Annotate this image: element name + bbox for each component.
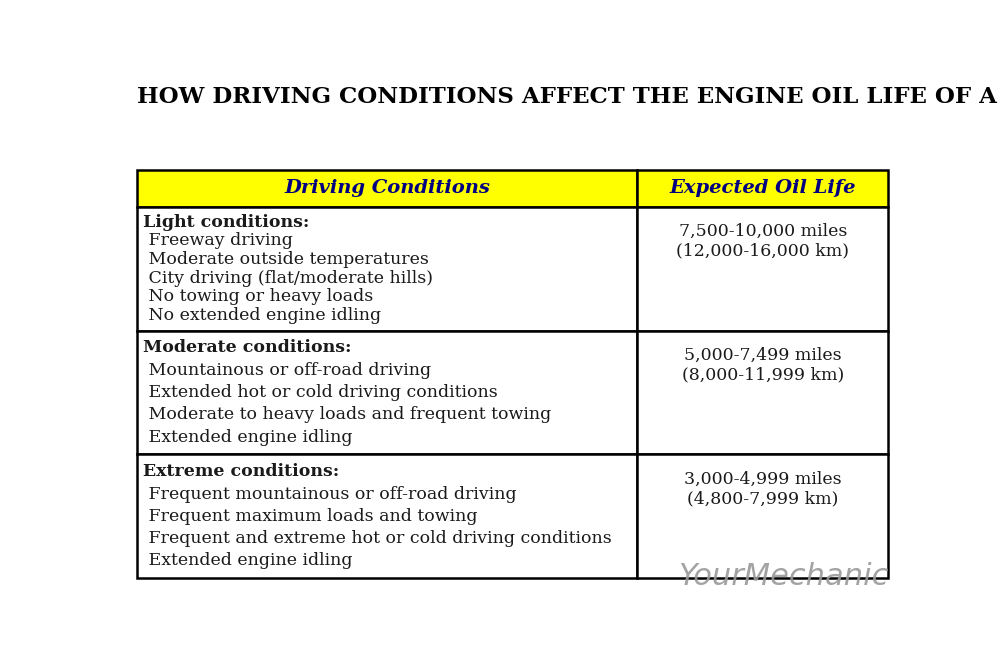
Text: Freeway driving: Freeway driving	[143, 232, 293, 249]
Bar	[137, 331, 637, 454]
Text: 7,500-10,000 miles
(12,000-16,000 km): 7,500-10,000 miles (12,000-16,000 km)	[676, 223, 849, 260]
Text: Frequent mountainous or off-road driving: Frequent mountainous or off-road driving	[143, 486, 516, 502]
Text: YourMechanic: YourMechanic	[678, 562, 888, 591]
Bar	[637, 454, 888, 578]
Bar	[137, 207, 637, 331]
Text: Expected Oil Life: Expected Oil Life	[670, 179, 856, 197]
Text: Extended engine idling: Extended engine idling	[143, 552, 352, 570]
Text: 3,000-4,999 miles
(4,800-7,999 km): 3,000-4,999 miles (4,800-7,999 km)	[684, 471, 842, 508]
Text: Extreme conditions:: Extreme conditions:	[143, 464, 339, 480]
Bar	[137, 454, 637, 578]
Text: Moderate outside temperatures: Moderate outside temperatures	[143, 251, 429, 268]
Text: Moderate conditions:: Moderate conditions:	[143, 340, 351, 356]
Text: No towing or heavy loads: No towing or heavy loads	[143, 288, 373, 305]
Text: City driving (flat/moderate hills): City driving (flat/moderate hills)	[143, 269, 433, 287]
Text: Frequent maximum loads and towing: Frequent maximum loads and towing	[143, 508, 477, 525]
Text: HOW DRIVING CONDITIONS AFFECT THE ENGINE OIL LIFE OF A HUMMER: HOW DRIVING CONDITIONS AFFECT THE ENGINE…	[137, 86, 1000, 108]
Text: 5,000-7,499 miles
(8,000-11,999 km): 5,000-7,499 miles (8,000-11,999 km)	[682, 347, 844, 384]
Text: Light conditions:: Light conditions:	[143, 214, 309, 231]
Text: Extended engine idling: Extended engine idling	[143, 429, 352, 446]
Bar	[637, 207, 888, 331]
Bar	[137, 170, 637, 207]
Text: Frequent and extreme hot or cold driving conditions: Frequent and extreme hot or cold driving…	[143, 530, 612, 547]
Text: Mountainous or off-road driving: Mountainous or off-road driving	[143, 362, 431, 379]
Text: Moderate to heavy loads and frequent towing: Moderate to heavy loads and frequent tow…	[143, 406, 551, 424]
Text: No extended engine idling: No extended engine idling	[143, 307, 381, 323]
Bar	[637, 331, 888, 454]
Text: Driving Conditions: Driving Conditions	[284, 179, 490, 197]
Bar	[637, 170, 888, 207]
Text: Extended hot or cold driving conditions: Extended hot or cold driving conditions	[143, 384, 498, 401]
